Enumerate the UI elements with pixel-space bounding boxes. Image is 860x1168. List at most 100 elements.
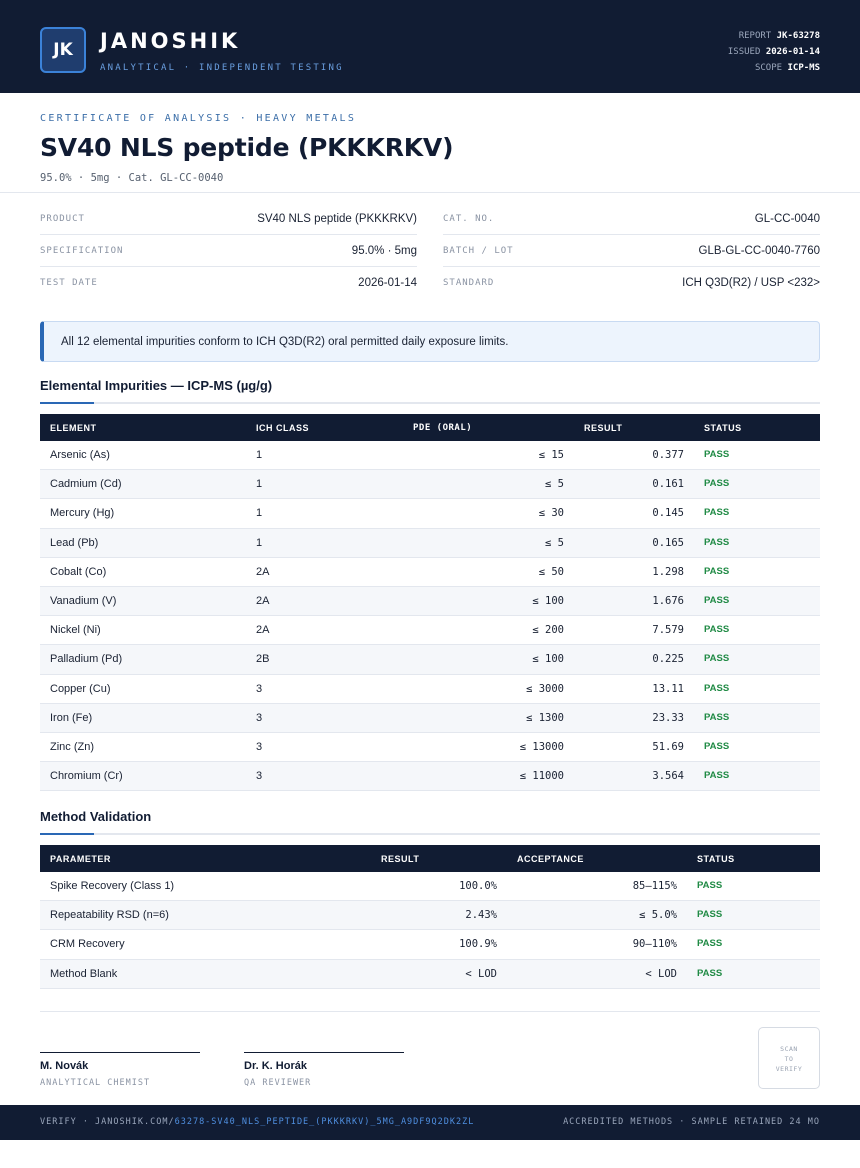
verify-qr-placeholder[interactable]: SCAN TO VERIFY	[758, 1027, 820, 1089]
status-badge: PASS	[704, 740, 730, 752]
info-right-column: CAT. NO. GL-CC-0040 BATCH / LOT GLB-GL-C…	[443, 203, 820, 299]
conformance-callout: All 12 elemental impurities conform to I…	[40, 321, 820, 362]
cell-element: Cobalt (Co)	[50, 565, 107, 578]
section-underline-accent	[40, 833, 94, 835]
cell-element: Mercury (Hg)	[50, 507, 115, 520]
status-badge: PASS	[704, 594, 730, 606]
status-badge: PASS	[704, 711, 730, 723]
cell-pde: ≤ 15	[538, 449, 564, 461]
cell-acceptance: < LOD	[645, 967, 677, 980]
info-row-specification: SPECIFICATION 95.0% · 5mg	[40, 235, 417, 267]
qr-text: SCAN	[780, 1045, 798, 1053]
cell-ich-class: 1	[256, 478, 263, 491]
info-label: TEST DATE	[40, 278, 98, 288]
cell-ich-class: 3	[256, 711, 263, 724]
info-row-batch: BATCH / LOT GLB-GL-CC-0040-7760	[443, 235, 820, 267]
status-badge: PASS	[704, 478, 730, 490]
cell-ich-class: 2A	[256, 565, 270, 578]
status-badge: PASS	[704, 682, 730, 694]
cell-pde: ≤ 1300	[526, 711, 564, 724]
info-value: 95.0% · 5mg	[351, 244, 417, 257]
verify-link[interactable]: 63278-SV40_NLS_PEPTIDE_(PKKKRKV)_5MG_A9D…	[174, 1117, 475, 1127]
signature-block-analyst: M. Novák ANALYTICAL CHEMIST	[40, 1052, 200, 1088]
cell-element: Zinc (Zn)	[50, 740, 94, 753]
verify-line: VERIFY · JANOSHIK.COM/63278-SV40_NLS_PEP…	[40, 1117, 474, 1127]
status-badge: PASS	[704, 536, 730, 548]
status-badge: PASS	[697, 967, 723, 979]
cell-result: < LOD	[465, 967, 497, 980]
report-footer: VERIFY · JANOSHIK.COM/63278-SV40_NLS_PEP…	[0, 1105, 860, 1140]
info-label: PRODUCT	[40, 213, 85, 224]
cell-result: 2.43%	[465, 909, 497, 922]
col-header-result: RESULT	[584, 423, 623, 433]
info-row-test-date: TEST DATE 2026-01-14	[40, 267, 417, 299]
status-badge: PASS	[704, 507, 730, 519]
signature-name: Dr. K. Horák	[244, 1060, 307, 1072]
footer-note: ACCREDITED METHODS · SAMPLE RETAINED 24 …	[563, 1117, 820, 1127]
status-badge: PASS	[697, 938, 723, 950]
table-row: Cadmium (Cd) 1 ≤ 5 0.161 PASS	[40, 470, 820, 500]
table-row: Mercury (Hg) 1 ≤ 30 0.145 PASS	[40, 499, 820, 529]
divider	[0, 192, 860, 193]
col-header-element: ELEMENT	[50, 423, 97, 433]
info-left-column: PRODUCT SV40 NLS peptide (PKKKRKV) SPECI…	[40, 203, 417, 299]
status-badge: PASS	[704, 565, 730, 577]
col-header-ich-class: ICH CLASS	[256, 423, 310, 433]
cell-pde: ≤ 11000	[519, 770, 564, 783]
section-underline	[40, 833, 820, 835]
cell-ich-class: 1	[256, 449, 263, 461]
cell-parameter: Spike Recovery (Class 1)	[50, 880, 175, 892]
info-value: ICH Q3D(R2) / USP <232>	[682, 277, 820, 289]
info-label: STANDARD	[443, 278, 495, 288]
table-row: Nickel (Ni) 2A ≤ 200 7.579 PASS	[40, 616, 820, 646]
section-underline-accent	[40, 402, 94, 404]
cell-pde: ≤ 100	[532, 594, 564, 607]
report-id: JK-63278	[776, 31, 820, 41]
cell-pde: ≤ 5	[545, 536, 564, 549]
table-row: Lead (Pb) 1 ≤ 5 0.165 PASS	[40, 528, 820, 558]
info-row-standard: STANDARD ICH Q3D(R2) / USP <232>	[443, 267, 820, 299]
verify-prefix: VERIFY · JANOSHIK.COM/	[40, 1117, 175, 1127]
table-row: Vanadium (V) 2A ≤ 100 1.676 PASS	[40, 586, 820, 617]
section-underline	[40, 402, 820, 404]
cell-result: 7.579	[652, 624, 684, 637]
info-label: SPECIFICATION	[40, 245, 124, 256]
qr-text: VERIFY	[775, 1065, 803, 1073]
cell-pde: ≤ 50	[538, 565, 564, 578]
scope-value: ICP-MS	[787, 63, 820, 73]
cell-ich-class: 2A	[256, 594, 270, 607]
status-badge: PASS	[704, 624, 730, 636]
document-kicker: CERTIFICATE OF ANALYSIS · HEAVY METALS	[40, 113, 357, 124]
divider	[40, 1011, 820, 1012]
cell-element: Copper (Cu)	[50, 682, 111, 695]
table-row: Spike Recovery (Class 1) 100.0% 85–115% PAS…	[40, 872, 820, 902]
page-title: SV40 NLS peptide (PKKKRKV)	[40, 133, 454, 162]
status-badge: PASS	[697, 880, 723, 891]
col-header-result: RESULT	[381, 854, 420, 864]
cell-pde: ≤ 3000	[526, 682, 564, 695]
cell-element: Cadmium (Cd)	[50, 478, 122, 491]
cell-ich-class: 3	[256, 770, 263, 783]
cell-result: 0.225	[652, 653, 684, 666]
info-value: 2026-01-14	[358, 277, 417, 289]
col-header-status: STATUS	[697, 854, 735, 864]
cell-acceptance: 90–110%	[632, 938, 677, 951]
table-row: Cobalt (Co) 2A ≤ 50 1.298 PASS	[40, 558, 820, 587]
cell-pde: ≤ 100	[532, 653, 564, 666]
cell-acceptance: ≤ 5.0%	[639, 909, 677, 922]
cell-element: Lead (Pb)	[50, 536, 99, 549]
signature-block-reviewer: Dr. K. Horák QA REVIEWER	[244, 1052, 404, 1088]
issued-label: ISSUED	[727, 47, 761, 57]
info-value: GL-CC-0040	[754, 212, 820, 225]
validation-table-body: Spike Recovery (Class 1) 100.0% 85–115% PAS…	[40, 872, 820, 989]
validation-section-title: Method Validation	[40, 809, 152, 824]
table-row: CRM Recovery 100.9% 90–110% PASS	[40, 930, 820, 960]
cell-element: Arsenic (As)	[50, 449, 110, 461]
cell-result: 23.33	[652, 711, 684, 724]
status-badge: PASS	[704, 449, 730, 460]
impurities-table-body: Arsenic (As) 1 ≤ 15 0.377 PASS Cadmium (Cd) 1 ≤…	[40, 441, 820, 792]
cell-result: 0.377	[652, 449, 684, 461]
cell-ich-class: 2A	[256, 624, 270, 637]
cell-ich-class: 3	[256, 740, 263, 753]
table-row: Copper (Cu) 3 ≤ 3000 13.11 PASS	[40, 675, 820, 704]
